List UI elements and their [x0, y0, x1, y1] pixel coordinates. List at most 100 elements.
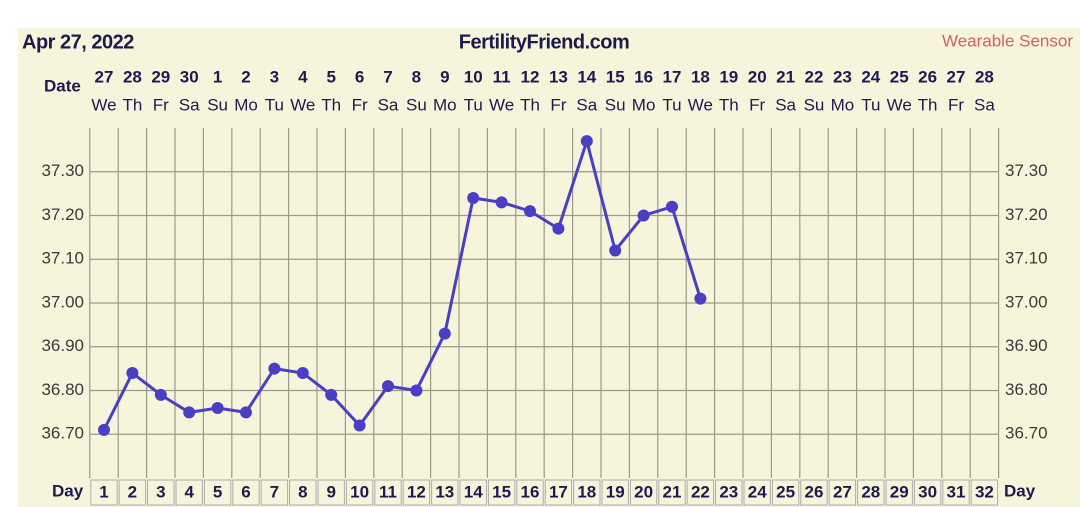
- day-label: 19: [606, 482, 625, 501]
- day-label: 15: [492, 482, 511, 501]
- day-label: 2: [128, 482, 137, 501]
- weekday-label: Fr: [948, 95, 964, 114]
- day-box: [516, 479, 544, 506]
- day-label: 25: [776, 482, 795, 501]
- date-label: 27: [947, 67, 966, 86]
- date-label: 16: [634, 67, 653, 86]
- day-label: 14: [464, 482, 483, 501]
- date-label: 13: [549, 67, 568, 86]
- day-box: [970, 479, 999, 506]
- data-point: [637, 209, 650, 222]
- weekday-label: We: [91, 95, 116, 114]
- data-point: [296, 367, 309, 379]
- day-box: [544, 479, 573, 506]
- day-box: [431, 479, 459, 506]
- y-tick-label: 37.20: [1005, 205, 1048, 224]
- day-box: [232, 479, 260, 506]
- day-row-label: Day: [52, 481, 84, 500]
- weekday-label: Sa: [775, 95, 796, 114]
- weekday-label: Tu: [662, 95, 681, 114]
- day-label: 13: [435, 482, 454, 501]
- data-point: [154, 388, 167, 401]
- day-box: [629, 479, 658, 506]
- date-label: 24: [861, 67, 880, 86]
- day-box: [487, 479, 516, 506]
- day-label: 10: [350, 482, 369, 501]
- date-label: 20: [748, 67, 767, 86]
- data-point: [410, 384, 423, 397]
- data-point: [325, 388, 338, 401]
- day-box: [942, 479, 970, 506]
- day-box: [913, 479, 942, 506]
- y-tick-label: 37.30: [41, 161, 84, 180]
- day-label: 9: [326, 482, 335, 501]
- day-label: 11: [379, 482, 397, 501]
- day-box: [857, 479, 885, 506]
- y-tick-label: 36.90: [41, 336, 84, 355]
- day-box: [175, 479, 203, 506]
- y-tick-label: 37.00: [41, 292, 84, 311]
- weekday-label: Fr: [550, 95, 566, 114]
- data-point: [666, 200, 678, 213]
- weekday-label: Fr: [352, 95, 368, 114]
- weekday-label: Sa: [378, 95, 399, 114]
- day-box: [289, 479, 317, 506]
- day-label: 3: [156, 482, 165, 501]
- date-label: 18: [691, 67, 710, 86]
- day-box: [743, 479, 771, 506]
- weekday-label: We: [489, 95, 514, 114]
- weekday-label: Su: [804, 95, 825, 114]
- day-label: 30: [918, 482, 937, 501]
- date-label: 30: [180, 67, 199, 86]
- weekday-label: Th: [520, 95, 540, 114]
- y-tick-label: 36.80: [1005, 380, 1048, 399]
- date-label: 17: [663, 67, 682, 86]
- day-box: [573, 479, 601, 506]
- data-point: [552, 222, 565, 235]
- date-label: 27: [95, 67, 114, 86]
- date-label: 19: [719, 67, 738, 86]
- weekday-label: Th: [321, 95, 341, 114]
- weekday-label: Tu: [861, 95, 880, 114]
- weekday-label: Fr: [749, 95, 765, 114]
- data-point: [183, 406, 196, 419]
- weekday-label: We: [290, 95, 315, 114]
- weekday-label: Tu: [464, 95, 483, 114]
- day-label: 7: [270, 482, 279, 501]
- date-label: 28: [123, 67, 142, 86]
- data-point: [268, 362, 281, 375]
- date-label: 3: [270, 67, 279, 86]
- day-label: 32: [975, 482, 994, 501]
- date-title: Apr 27, 2022: [22, 31, 134, 53]
- date-row-label: Date: [44, 76, 81, 95]
- day-box: [885, 479, 913, 506]
- day-box: [345, 479, 374, 506]
- day-box: [459, 479, 487, 506]
- day-label: 20: [634, 482, 653, 501]
- day-box: [715, 479, 743, 506]
- date-label: 22: [805, 67, 824, 86]
- y-tick-label: 36.90: [1005, 336, 1048, 355]
- data-point: [353, 419, 366, 432]
- day-label: 22: [691, 482, 710, 501]
- date-label: 28: [975, 67, 994, 86]
- day-label: 27: [833, 482, 852, 501]
- chart-background: [18, 28, 1080, 507]
- day-box: [686, 479, 715, 506]
- weekday-label: We: [887, 95, 912, 114]
- date-label: 21: [776, 67, 795, 86]
- y-tick-label: 37.30: [1005, 161, 1048, 180]
- day-label: 6: [241, 482, 250, 501]
- weekday-label: Mo: [433, 95, 457, 114]
- date-label: 26: [918, 67, 937, 86]
- date-label: 7: [383, 67, 392, 86]
- day-label: 4: [184, 482, 194, 501]
- y-tick-label: 36.80: [41, 380, 84, 399]
- weekday-label: Mo: [632, 95, 656, 114]
- day-box: [317, 479, 345, 506]
- day-label: 12: [407, 482, 426, 501]
- day-label: 5: [213, 482, 222, 501]
- date-label: 12: [521, 67, 540, 86]
- data-line: [102, 135, 702, 431]
